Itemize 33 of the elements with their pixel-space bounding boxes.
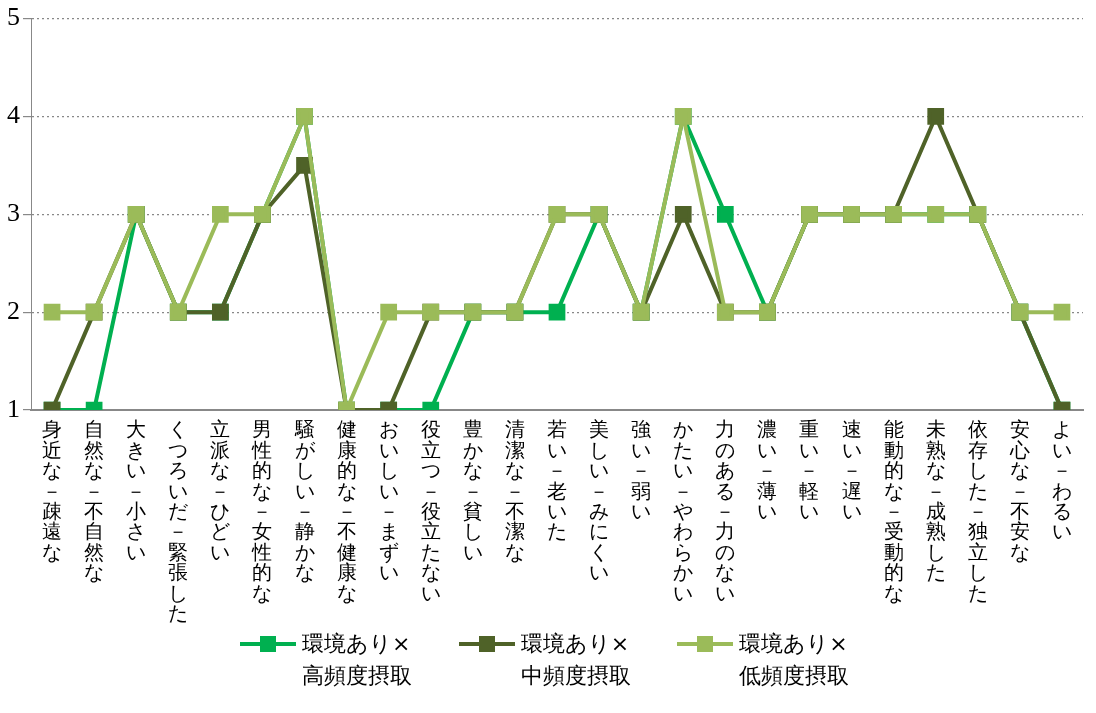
x-tick-label: おいしい－まずい [378, 417, 399, 585]
x-tick-label: 清潔な－不潔な [504, 417, 525, 564]
legend-label: 環境あり×低頻度摂取 [739, 630, 851, 690]
category-label: くつろいだ－緊張した [168, 417, 189, 625]
category-label: 健康的な－不健康な [336, 417, 357, 605]
x-tick-label: よい－わるい [1051, 417, 1072, 544]
category-label: 力のある－力のない [715, 417, 736, 605]
x-tick-label: 美しい－みにくい [589, 417, 610, 585]
x-tick-label: 強い－弱い [631, 417, 652, 523]
x-tick-label: 未熟な－成熟した [925, 417, 946, 585]
category-label: 依存した－独立した [967, 417, 988, 605]
x-tick-label: 若い－老いた [547, 417, 567, 544]
x-tick-label: 安心な－不安な [1008, 417, 1030, 564]
x-tick-label: 濃い－薄い [757, 417, 778, 523]
category-label: かたい－やわらかい [673, 417, 694, 605]
y-tick-label: 5 [7, 2, 20, 32]
y-tick-label: 4 [7, 100, 20, 130]
x-tick-label: 身近な－疎遠な [42, 417, 63, 564]
legend-label: 環境あり×高頻度摂取 [302, 630, 414, 690]
x-tick-label: 重い－軽い [799, 417, 820, 523]
category-label: 役立つ－役立たない [420, 417, 441, 605]
x-tick-label: 大きい－小さい [126, 417, 147, 564]
y-tick-label: 2 [7, 295, 20, 325]
y-tick-label: 3 [7, 198, 20, 228]
y-tick-label: 1 [7, 393, 20, 423]
x-tick-label: 騒がしい－静かな [293, 417, 316, 585]
x-tick-label: 自然な－不自然な [84, 417, 105, 585]
category-label: 男性的な－女性的な [252, 417, 273, 605]
x-tick-label: 速い－遅い [841, 417, 862, 523]
legend-label: 環境あり×中頻度摂取 [520, 630, 632, 690]
category-label: 能動的な－受動的な [883, 417, 904, 605]
x-tick-label: 豊かな－貧しい [462, 417, 483, 564]
x-tick-label: 立派な－ひどい [210, 417, 231, 564]
